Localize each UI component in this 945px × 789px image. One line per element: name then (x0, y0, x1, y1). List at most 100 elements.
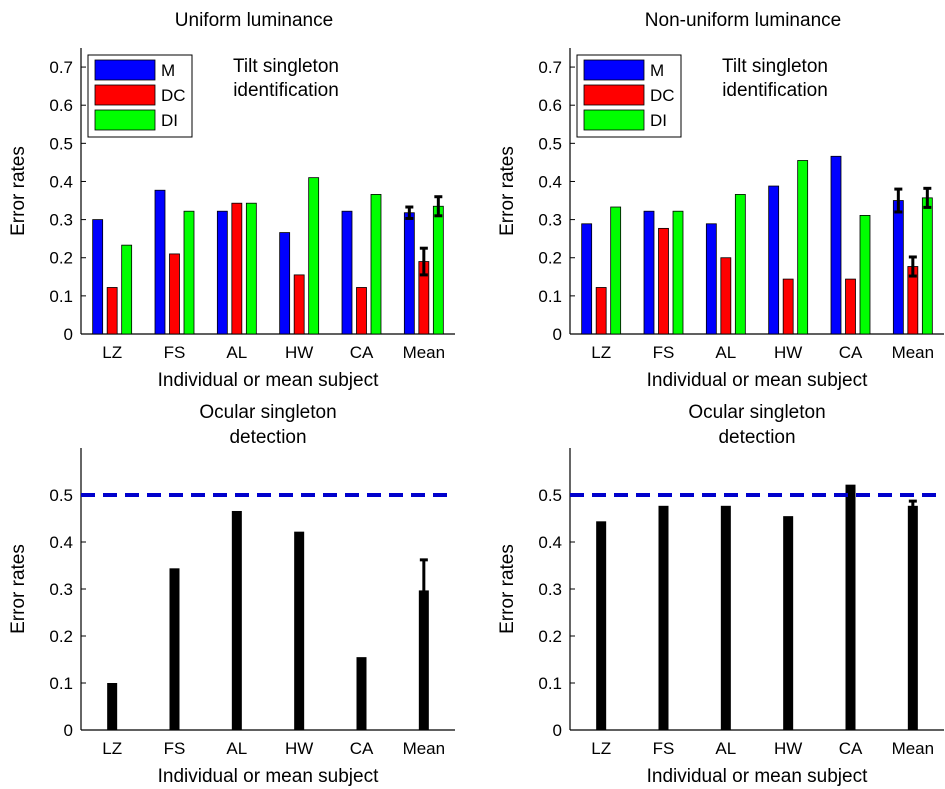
legend-label-DI: DI (650, 111, 667, 130)
y-tick-label: 0.4 (49, 533, 73, 552)
y-axis-label: Error rates (8, 544, 29, 634)
x-axis-label: Individual or mean subject (647, 370, 868, 391)
legend-swatch-DI (94, 109, 156, 131)
x-tick-label: AL (226, 739, 247, 758)
bar-DC-LZ (106, 287, 118, 335)
x-tick-label: AL (715, 343, 736, 362)
legend-label-M: M (650, 61, 664, 80)
y-tick-label: 0.7 (49, 58, 73, 77)
y-tick-label: 0.4 (538, 533, 562, 552)
bar-DI-LZ (121, 244, 133, 335)
bar-rate-Mean (907, 505, 918, 730)
x-tick-label: HW (285, 739, 313, 758)
x-tick-label: AL (226, 343, 247, 362)
bar-M-LZ (92, 219, 104, 335)
bar-M-LZ (581, 223, 593, 335)
legend-swatch-M (583, 59, 645, 81)
bar-M-Mean (403, 212, 415, 335)
x-tick-label: CA (350, 739, 374, 758)
x-tick-label: LZ (591, 739, 611, 758)
x-tick-label: FS (164, 343, 186, 362)
bar-DC-HW (782, 278, 794, 335)
bar-rate-LZ (596, 521, 607, 730)
chart-panel-bottom-right (569, 448, 944, 731)
bar-DC-AL (720, 257, 732, 335)
x-tick-label: CA (839, 739, 863, 758)
y-tick-label: 0.3 (538, 211, 562, 230)
y-tick-label: 0.1 (538, 287, 562, 306)
y-tick-label: 0.4 (538, 172, 562, 191)
y-tick-label: 0 (553, 325, 562, 344)
bar-DI-Mean (432, 205, 444, 335)
x-axis-label: Individual or mean subject (647, 766, 868, 787)
chart-title: detection (718, 427, 795, 448)
bar-rate-HW (783, 516, 794, 730)
bar-M-AL (216, 210, 228, 335)
bar-DC-HW (293, 274, 305, 335)
bar-DC-LZ (595, 287, 607, 335)
annotation-text: identification (722, 80, 828, 101)
y-tick-label: 0 (553, 721, 562, 740)
y-tick-label: 0 (64, 325, 73, 344)
bar-DC-CA (356, 287, 367, 335)
legend-swatch-DI (583, 109, 645, 131)
x-axis-label: Individual or mean subject (158, 766, 379, 787)
bar-rate-AL (720, 505, 731, 730)
x-tick-label: LZ (102, 739, 122, 758)
chart-panel-bottom-left (80, 448, 455, 731)
x-tick-label: Mean (403, 343, 446, 362)
y-tick-label: 0.5 (538, 486, 562, 505)
legend-label-DC: DC (650, 86, 675, 105)
y-tick-label: 0.5 (49, 486, 73, 505)
x-tick-label: LZ (591, 343, 611, 362)
y-tick-label: 0 (64, 721, 73, 740)
annotation-text: Tilt singleton (722, 56, 828, 77)
x-tick-label: CA (350, 343, 374, 362)
bar-DI-HW (797, 160, 809, 335)
y-tick-label: 0.5 (49, 134, 73, 153)
x-tick-label: Mean (403, 739, 446, 758)
chart-title: Ocular singleton (688, 402, 825, 423)
bar-rate-FS (169, 568, 180, 730)
y-tick-label: 0.1 (49, 674, 73, 693)
bar-M-FS (154, 189, 166, 335)
y-tick-label: 0.3 (49, 211, 73, 230)
bar-DC-AL (231, 202, 243, 335)
legend-label-M: M (161, 61, 175, 80)
bar-M-FS (643, 210, 655, 335)
legend-label-DI: DI (161, 111, 178, 130)
bar-rate-FS (658, 505, 669, 730)
bar-rate-AL (231, 510, 242, 730)
y-tick-label: 0.6 (49, 96, 73, 115)
x-tick-label: HW (774, 739, 802, 758)
chart-title: Ocular singleton (199, 402, 336, 423)
legend-swatch-DC (583, 84, 645, 106)
x-tick-label: FS (164, 739, 186, 758)
bar-M-HW (768, 185, 780, 335)
y-tick-label: 0.2 (538, 627, 562, 646)
y-tick-label: 0.3 (49, 580, 73, 599)
y-tick-label: 0.1 (49, 287, 73, 306)
bar-rate-LZ (107, 683, 118, 730)
y-tick-label: 0.2 (49, 249, 73, 268)
y-tick-label: 0.4 (49, 172, 73, 191)
bar-DI-AL (245, 202, 257, 335)
bar-rate-HW (294, 531, 305, 730)
x-tick-label: LZ (102, 343, 122, 362)
bar-DI-FS (672, 210, 684, 335)
annotation-text: identification (233, 80, 339, 101)
chart-title: detection (229, 427, 306, 448)
y-axis-label: Error rates (8, 146, 29, 236)
x-tick-label: CA (839, 343, 863, 362)
x-tick-label: HW (774, 343, 802, 362)
bar-DI-CA (859, 215, 871, 335)
bar-M-HW (279, 232, 291, 335)
bar-DC-FS (658, 227, 669, 335)
y-tick-label: 0.7 (538, 58, 562, 77)
bar-rate-CA (356, 657, 367, 730)
bar-rate-Mean (418, 590, 429, 730)
legend-swatch-M (94, 59, 156, 81)
x-tick-label: FS (653, 343, 675, 362)
chart-title: Non-uniform luminance (645, 10, 841, 31)
y-tick-label: 0.5 (538, 134, 562, 153)
